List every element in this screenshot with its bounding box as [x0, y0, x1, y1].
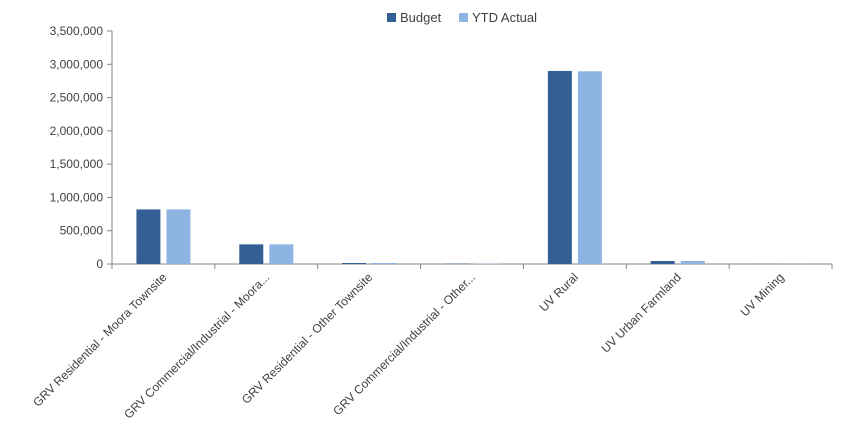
bar-ytd-actual	[372, 263, 397, 264]
bar-budget	[136, 209, 161, 264]
x-tick-label: UV Mining	[738, 270, 787, 319]
legend: Budget YTD Actual	[387, 10, 537, 25]
y-tick-label: 0	[96, 257, 103, 271]
bars-group	[136, 70, 808, 264]
y-tick-label: 1,000,000	[50, 190, 104, 204]
bar-ytd-actual	[680, 261, 705, 264]
legend-label: Budget	[400, 10, 442, 25]
bar-budget	[239, 244, 264, 264]
x-tick-label: UV Rural	[537, 270, 581, 314]
bar-budget	[650, 261, 675, 264]
y-tick-label: 500,000	[60, 224, 104, 238]
y-tick-label: 3,000,000	[50, 57, 104, 71]
y-tick-label: 2,500,000	[50, 91, 104, 105]
y-axis: 0 500,000 1,000,000 1,500,000 2,000,000 2,500…	[50, 24, 113, 271]
y-tick-label: 3,500,000	[50, 24, 104, 38]
x-tick-label: UV Urban Farmland	[598, 270, 683, 355]
bar-ytd-actual	[166, 209, 191, 264]
legend-label: YTD Actual	[472, 10, 537, 25]
bar-budget	[547, 70, 572, 264]
legend-swatch	[387, 13, 396, 22]
bar-ytd-actual	[577, 71, 602, 264]
y-tick-label: 2,000,000	[50, 124, 104, 138]
y-tick-label: 1,500,000	[50, 157, 104, 171]
bar-ytd-actual	[269, 244, 294, 264]
legend-swatch	[459, 13, 468, 22]
bar-budget	[342, 263, 367, 264]
